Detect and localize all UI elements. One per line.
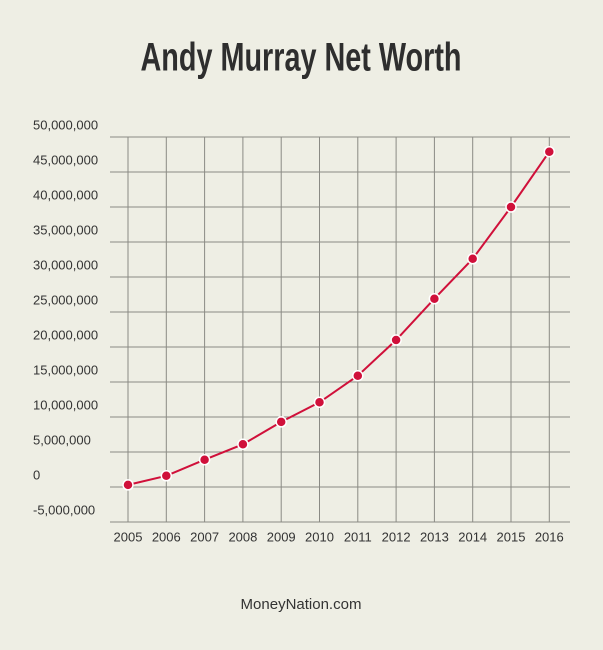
x-tick-label: 2009 bbox=[267, 529, 296, 544]
x-tick-label: 2014 bbox=[458, 529, 487, 544]
data-point bbox=[390, 334, 402, 346]
source: MoneyNation.com bbox=[241, 596, 362, 613]
y-tick-label: -5,000,000 bbox=[33, 502, 95, 517]
y-tick-label: 15,000,000 bbox=[33, 362, 98, 377]
data-point bbox=[313, 396, 326, 409]
x-tick-label: 2010 bbox=[305, 529, 334, 544]
y-tick-label: 30,000,000 bbox=[33, 257, 98, 272]
y-tick-label: 35,000,000 bbox=[33, 222, 98, 237]
series-line bbox=[127, 151, 551, 486]
data-point bbox=[352, 369, 364, 382]
x-tick-label: 2016 bbox=[535, 529, 564, 544]
data-point bbox=[198, 453, 211, 466]
y-tick-label: 20,000,000 bbox=[33, 327, 98, 342]
data-point bbox=[237, 438, 249, 451]
y-tick-label: 25,000,000 bbox=[33, 292, 98, 307]
x-tick-label: 2015 bbox=[497, 529, 526, 544]
data-point bbox=[275, 416, 287, 428]
x-tick-label: 2012 bbox=[382, 529, 411, 544]
data-point bbox=[122, 479, 134, 491]
y-tick-label: 45,000,000 bbox=[33, 152, 98, 167]
x-tick-label: 2007 bbox=[190, 529, 219, 544]
data-point bbox=[160, 470, 173, 482]
data-point bbox=[466, 253, 479, 265]
x-tick-label: 2006 bbox=[152, 529, 181, 544]
data-point bbox=[543, 145, 556, 158]
y-tick-label: 40,000,000 bbox=[33, 187, 98, 202]
x-tick-label: 2013 bbox=[420, 529, 449, 544]
y-tick-label: 10,000,000 bbox=[33, 397, 98, 412]
y-tick-label: 0 bbox=[33, 467, 40, 482]
x-tick-label: 2005 bbox=[114, 529, 143, 544]
data-point bbox=[505, 201, 517, 213]
chart-title: Andy Murray Net Worth bbox=[140, 35, 461, 80]
x-tick-label: 2008 bbox=[228, 529, 257, 544]
y-tick-label: 5,000,000 bbox=[33, 432, 91, 447]
x-tick-label: 2011 bbox=[344, 529, 372, 544]
data-point bbox=[428, 292, 441, 305]
y-tick-label: 50,000,000 bbox=[33, 117, 98, 132]
